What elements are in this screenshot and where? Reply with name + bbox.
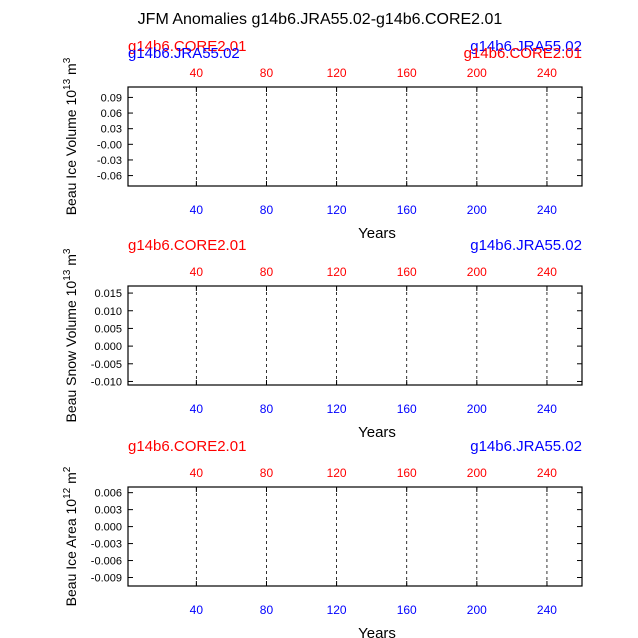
x-tick-label-top: 80 (260, 265, 274, 279)
x-tick-label-bottom: 40 (190, 603, 204, 617)
x-tick-label-top: 40 (190, 66, 204, 80)
y-tick-label: -0.00 (97, 139, 122, 151)
panels: -0.06 -0.03 -0.00 0.03 0.06 0.09 40 40 80 80 120 12… (62, 38, 583, 638)
legend-left-entry: g14b6.CORE2.01 (128, 438, 246, 455)
y-axis-label-exp: 12 (62, 487, 73, 499)
chart-panel-3: -0.009 -0.006 -0.003 0.000 0.003 0.006 40 40 80 8… (62, 438, 583, 638)
legend-right-entry: g14b6.JRA55.02 (470, 237, 582, 254)
y-axis-label-exp: 13 (62, 269, 73, 281)
y-axis-label: Beau Snow Volume 1013 m3 (62, 248, 79, 422)
y-tick-label: 0.015 (94, 288, 122, 300)
x-axis-label: Years (358, 625, 396, 638)
y-axis-label-unit-exp: 3 (62, 57, 73, 63)
y-tick-label: 0.09 (101, 92, 122, 104)
figure-title: JFM Anomalies g14b6.JRA55.02-g14b6.CORE2… (138, 11, 503, 28)
x-tick-label-top: 40 (190, 466, 204, 480)
y-tick-label: 0.03 (101, 124, 122, 136)
y-axis-label-unit-exp: 3 (62, 248, 73, 254)
x-tick-label-top: 200 (467, 265, 487, 279)
y-axis-label-unit: m (63, 254, 79, 270)
y-axis-label-text: Beau Snow Volume 10 (63, 281, 79, 423)
x-tick-label-top: 160 (397, 265, 417, 279)
x-tick-label-bottom: 200 (467, 603, 487, 617)
y-tick-label: 0.010 (94, 306, 122, 318)
x-tick-label-top: 160 (397, 466, 417, 480)
y-tick-label: 0.000 (94, 522, 122, 534)
x-tick-label-top: 200 (467, 66, 487, 80)
y-tick-label: 0.000 (94, 341, 122, 353)
y-tick-label: -0.03 (97, 155, 122, 167)
x-tick-label-bottom: 160 (397, 603, 417, 617)
x-tick-label-bottom: 40 (190, 402, 204, 416)
y-axis-label: Beau Ice Volume 1013 m3 (62, 57, 79, 215)
legend-right-entry: g14b6.CORE2.01 (464, 45, 582, 62)
x-tick-label-top: 80 (260, 466, 274, 480)
x-axis-label: Years (358, 225, 396, 242)
x-tick-label-bottom: 240 (537, 402, 557, 416)
legend-left-entry: g14b6.JRA55.02 (128, 45, 240, 62)
x-tick-label-bottom: 120 (327, 603, 347, 617)
x-tick-label-bottom: 40 (190, 203, 204, 217)
x-tick-label-top: 80 (260, 66, 274, 80)
legend-right-entry: g14b6.JRA55.02 (470, 38, 582, 55)
x-tick-label-bottom: 120 (327, 402, 347, 416)
chart-panel-1: -0.06 -0.03 -0.00 0.03 0.06 0.09 40 40 80 80 120 12… (62, 38, 583, 242)
y-axis-label-unit-exp: 2 (62, 466, 73, 472)
x-tick-label-top: 240 (537, 265, 557, 279)
x-tick-label-bottom: 80 (260, 603, 274, 617)
x-tick-label-top: 200 (467, 466, 487, 480)
y-axis-label: Beau Ice Area 1012 m2 (62, 466, 79, 606)
y-tick-label: -0.009 (91, 573, 122, 585)
y-tick-label: -0.003 (91, 539, 122, 551)
x-tick-label-top: 120 (327, 265, 347, 279)
x-tick-label-bottom: 80 (260, 203, 274, 217)
y-tick-label: 0.005 (94, 323, 122, 335)
legend-right-entry: g14b6.JRA55.02 (470, 438, 582, 455)
plot-frame (127, 86, 583, 187)
x-tick-label-bottom: 200 (467, 402, 487, 416)
y-tick-label: 0.006 (94, 488, 122, 500)
plot-frame (127, 285, 583, 386)
x-tick-label-bottom: 80 (260, 402, 274, 416)
legend-left-entry: g14b6.CORE2.01 (128, 237, 246, 254)
x-tick-label-bottom: 240 (537, 603, 557, 617)
y-tick-label: 0.003 (94, 505, 122, 517)
x-tick-label-bottom: 160 (397, 203, 417, 217)
y-axis-label-unit: m (63, 63, 79, 79)
x-tick-label-bottom: 160 (397, 402, 417, 416)
y-tick-label: -0.006 (91, 556, 122, 568)
x-tick-label-top: 40 (190, 265, 204, 279)
x-tick-label-bottom: 240 (537, 203, 557, 217)
x-tick-label-bottom: 120 (327, 203, 347, 217)
y-tick-label: -0.010 (91, 376, 122, 388)
x-tick-label-top: 120 (327, 466, 347, 480)
chart-panel-2: -0.010 -0.005 0.000 0.005 0.010 0.015 40 40 80 80… (62, 237, 583, 441)
y-tick-label: -0.06 (97, 171, 122, 183)
x-tick-label-top: 120 (327, 66, 347, 80)
legend-left-entry: g14b6.CORE2.01 (128, 38, 246, 55)
y-axis-label-unit: m (63, 472, 79, 488)
y-tick-label: 0.06 (101, 108, 122, 120)
x-tick-label-top: 160 (397, 66, 417, 80)
x-tick-label-top: 240 (537, 466, 557, 480)
y-axis-label-text: Beau Ice Area 10 (63, 499, 79, 607)
y-axis-label-text: Beau Ice Volume 10 (63, 90, 79, 216)
x-tick-label-bottom: 200 (467, 203, 487, 217)
x-axis-label: Years (358, 424, 396, 441)
x-tick-label-top: 240 (537, 66, 557, 80)
y-tick-label: -0.005 (91, 359, 122, 371)
plot-frame (127, 486, 583, 587)
y-axis-label-exp: 13 (62, 78, 73, 90)
